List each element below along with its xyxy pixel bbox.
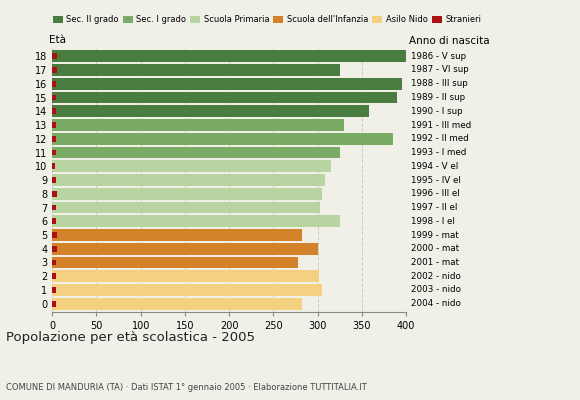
- Text: 1988 - III sup: 1988 - III sup: [411, 79, 467, 88]
- Bar: [52, 218, 56, 224]
- Bar: [52, 257, 298, 268]
- Bar: [52, 94, 56, 100]
- Bar: [52, 81, 56, 87]
- Bar: [52, 163, 55, 169]
- Bar: [52, 270, 320, 282]
- Bar: [52, 273, 56, 279]
- Text: 1994 - V el: 1994 - V el: [411, 162, 458, 171]
- Text: 1993 - I med: 1993 - I med: [411, 148, 466, 157]
- Bar: [52, 191, 57, 197]
- Bar: [52, 246, 57, 252]
- Bar: [52, 204, 56, 210]
- Legend: Sec. II grado, Sec. I grado, Scuola Primaria, Scuola dell'Infanzia, Asilo Nido, : Sec. II grado, Sec. I grado, Scuola Prim…: [53, 15, 481, 24]
- Bar: [52, 67, 57, 73]
- Text: 2002 - nido: 2002 - nido: [411, 272, 461, 281]
- Text: Popolazione per età scolastica - 2005: Popolazione per età scolastica - 2005: [6, 331, 255, 344]
- Bar: [52, 50, 406, 62]
- Bar: [52, 202, 320, 213]
- Text: 1995 - IV el: 1995 - IV el: [411, 176, 461, 184]
- Text: 2003 - nido: 2003 - nido: [411, 286, 461, 294]
- Bar: [52, 284, 322, 296]
- Bar: [52, 287, 56, 293]
- Text: 1990 - I sup: 1990 - I sup: [411, 107, 462, 116]
- Text: 1989 - II sup: 1989 - II sup: [411, 93, 465, 102]
- Text: 1999 - mat: 1999 - mat: [411, 230, 458, 240]
- Text: 2000 - mat: 2000 - mat: [411, 244, 459, 253]
- Bar: [52, 64, 340, 76]
- Bar: [52, 298, 302, 310]
- Bar: [52, 232, 57, 238]
- Bar: [52, 301, 56, 307]
- Bar: [52, 260, 56, 266]
- Bar: [52, 160, 331, 172]
- Text: 1992 - II med: 1992 - II med: [411, 134, 469, 143]
- Text: 1987 - VI sup: 1987 - VI sup: [411, 66, 469, 74]
- Bar: [52, 119, 344, 131]
- Bar: [52, 136, 56, 142]
- Bar: [52, 78, 401, 90]
- Bar: [52, 92, 397, 103]
- Bar: [52, 243, 318, 254]
- Bar: [52, 108, 56, 114]
- Bar: [52, 106, 369, 117]
- Text: 1998 - I el: 1998 - I el: [411, 217, 455, 226]
- Bar: [52, 133, 393, 144]
- Text: 1986 - V sup: 1986 - V sup: [411, 52, 466, 61]
- Text: COMUNE DI MANDURIA (TA) · Dati ISTAT 1° gennaio 2005 · Elaborazione TUTTITALIA.I: COMUNE DI MANDURIA (TA) · Dati ISTAT 1° …: [6, 383, 367, 392]
- Text: 2001 - mat: 2001 - mat: [411, 258, 459, 267]
- Bar: [52, 53, 57, 59]
- Bar: [52, 150, 56, 156]
- Bar: [52, 147, 340, 158]
- Bar: [52, 229, 302, 241]
- Bar: [52, 216, 340, 227]
- Text: 1991 - III med: 1991 - III med: [411, 120, 471, 130]
- Bar: [52, 177, 56, 183]
- Bar: [52, 174, 325, 186]
- Text: 1997 - II el: 1997 - II el: [411, 203, 457, 212]
- Text: 1996 - III el: 1996 - III el: [411, 189, 459, 198]
- Bar: [52, 122, 56, 128]
- Text: Età: Età: [49, 35, 66, 45]
- Bar: [52, 188, 322, 200]
- Text: Anno di nascita: Anno di nascita: [409, 36, 490, 46]
- Text: 2004 - nido: 2004 - nido: [411, 299, 461, 308]
